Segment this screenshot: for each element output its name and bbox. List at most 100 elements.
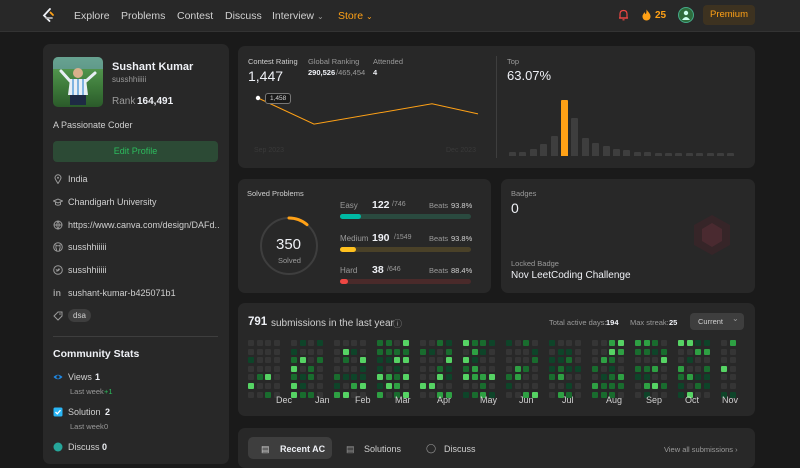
heatmap-cell[interactable] [428,357,435,364]
heatmap-cell[interactable] [308,383,315,389]
heatmap-cell[interactable] [256,383,263,389]
heatmap-cell[interactable] [428,365,435,372]
heatmap-cell[interactable] [721,383,727,389]
heatmap-cell[interactable] [377,383,383,389]
heatmap-cell[interactable] [428,340,435,346]
heatmap-cell[interactable] [316,374,323,381]
heatmap-cell[interactable] [428,383,435,389]
heatmap-cell[interactable] [488,365,495,372]
year-selector[interactable]: Current ⌄ [690,313,744,330]
heatmap-cell[interactable] [463,365,469,372]
heatmap-cell[interactable] [557,374,564,381]
heatmap-cell[interactable] [471,391,478,398]
heatmap-cell[interactable] [531,391,538,398]
bell-icon[interactable] [618,9,629,21]
heatmap-cell[interactable] [566,357,573,364]
heatmap-cell[interactable] [729,357,736,364]
heatmap-cell[interactable] [574,383,581,389]
heatmap-cell[interactable] [402,357,409,364]
heatmap-cell[interactable] [445,374,452,381]
heatmap-cell[interactable] [635,383,641,389]
heatmap-cell[interactable] [463,340,469,346]
heatmap-cell[interactable] [643,357,650,364]
heatmap-cell[interactable] [635,365,641,372]
heatmap-cell[interactable] [566,365,573,372]
github-link[interactable]: susshhiiiii [68,242,107,252]
heatmap-cell[interactable] [334,340,340,346]
heatmap-cell[interactable] [678,374,684,381]
heatmap-cell[interactable] [695,391,702,398]
heatmap-cell[interactable] [523,357,530,364]
heatmap-cell[interactable] [394,391,401,398]
heatmap-cell[interactable] [549,383,555,389]
heatmap-cell[interactable] [488,374,495,381]
heatmap-cell[interactable] [488,391,495,398]
avatar[interactable] [678,7,694,23]
heatmap-cell[interactable] [549,348,555,355]
heatmap-cell[interactable] [531,365,538,372]
heatmap-cell[interactable] [635,357,641,364]
heatmap-cell[interactable] [256,374,263,381]
heatmap-cell[interactable] [385,374,392,381]
heatmap-cell[interactable] [686,374,693,381]
heatmap-cell[interactable] [420,357,426,364]
heatmap-cell[interactable] [652,357,659,364]
heatmap-cell[interactable] [695,365,702,372]
heatmap-cell[interactable] [248,383,254,389]
heatmap-cell[interactable] [660,348,667,355]
heatmap-cell[interactable] [420,340,426,346]
heatmap-cell[interactable] [480,357,487,364]
heatmap-cell[interactable] [506,340,512,346]
heatmap-cell[interactable] [394,340,401,346]
heatmap-cell[interactable] [703,391,710,398]
heatmap-cell[interactable] [600,357,607,364]
heatmap-cell[interactable] [256,348,263,355]
heatmap-cell[interactable] [463,348,469,355]
heatmap-cell[interactable] [686,383,693,389]
heatmap-cell[interactable] [299,391,306,398]
heatmap-cell[interactable] [506,357,512,364]
heatmap-cell[interactable] [678,340,684,346]
heatmap-cell[interactable] [729,391,736,398]
heatmap-cell[interactable] [592,391,598,398]
heatmap-cell[interactable] [308,357,315,364]
heatmap-cell[interactable] [549,374,555,381]
skill-tag[interactable]: dsa [68,309,91,322]
heatmap-cell[interactable] [299,340,306,346]
heatmap-cell[interactable] [351,391,358,398]
heatmap-cell[interactable] [643,374,650,381]
heatmap-cell[interactable] [617,348,624,355]
heatmap-cell[interactable] [420,348,426,355]
heatmap-cell[interactable] [686,365,693,372]
heatmap-cell[interactable] [273,357,280,364]
nav-problems[interactable]: Problems [121,10,166,22]
heatmap-cell[interactable] [471,383,478,389]
heatmap-cell[interactable] [695,383,702,389]
heatmap-cell[interactable] [617,340,624,346]
heatmap-cell[interactable] [729,383,736,389]
heatmap-cell[interactable] [523,383,530,389]
heatmap-cell[interactable] [600,348,607,355]
heatmap-cell[interactable] [291,374,297,381]
heatmap-cell[interactable] [402,383,409,389]
heatmap-cell[interactable] [334,348,340,355]
heatmap-cell[interactable] [643,365,650,372]
rating-line-chart[interactable] [248,88,488,158]
heatmap-cell[interactable] [256,340,263,346]
heatmap-cell[interactable] [316,383,323,389]
heatmap-cell[interactable] [566,348,573,355]
twitter-link[interactable]: susshhiiiii [68,265,107,275]
heatmap-cell[interactable] [678,348,684,355]
heatmap-cell[interactable] [437,383,444,389]
heatmap-cell[interactable] [531,374,538,381]
heatmap-cell[interactable] [617,357,624,364]
heatmap-cell[interactable] [256,357,263,364]
heatmap-cell[interactable] [308,374,315,381]
heatmap-cell[interactable] [703,340,710,346]
rating-point[interactable] [255,95,261,101]
heatmap-cell[interactable] [506,365,512,372]
heatmap-cell[interactable] [359,391,366,398]
heatmap-cell[interactable] [643,383,650,389]
heatmap-cell[interactable] [617,391,624,398]
heatmap-cell[interactable] [342,365,349,372]
